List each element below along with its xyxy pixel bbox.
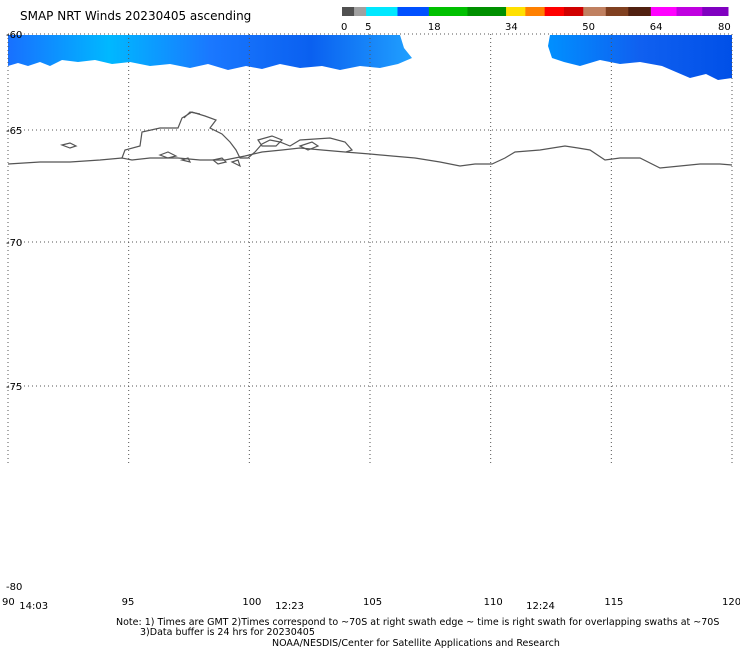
- colorbar-label: 50: [582, 22, 595, 33]
- longitude-label: 110: [484, 597, 503, 608]
- colorbar-label: 80: [718, 22, 731, 33]
- colorbar-swatch: [650, 7, 678, 16]
- credit-line: NOAA/NESDIS/Center for Satellite Applica…: [272, 638, 560, 649]
- wind-swath-right: [548, 35, 732, 80]
- colorbar-label: 64: [650, 22, 663, 33]
- map-title: SMAP NRT Winds 20230405 ascending: [20, 9, 251, 23]
- colorbar-label: 5: [365, 22, 371, 33]
- colorbar-label: 34: [505, 22, 518, 33]
- latitude-label: -75: [6, 382, 22, 393]
- latitude-label: -60: [6, 30, 22, 41]
- longitude-labels: 90 95 100 105 110 115 120: [2, 597, 740, 608]
- longitude-label: 95: [122, 597, 135, 608]
- colorbar-swatch: [628, 7, 652, 16]
- longitude-label: 105: [363, 597, 382, 608]
- wind-swath-left: [8, 35, 412, 70]
- longitude-label: 115: [604, 597, 623, 608]
- swath-time-label: 12:24: [526, 601, 555, 612]
- note-line-1: Note: 1) Times are GMT 2)Times correspon…: [116, 617, 719, 628]
- graticule: [7, 33, 733, 466]
- colorbar-swatch: [702, 7, 729, 16]
- note-line-2: 3)Data buffer is 24 hrs for 20230405: [140, 627, 315, 638]
- colorbar-label: 0: [341, 22, 347, 33]
- latitude-label: -65: [6, 126, 22, 137]
- antarctic-coastline: [7, 111, 733, 169]
- swath-time-label: 12:23: [275, 601, 304, 612]
- colorbar-swatch: [467, 7, 507, 16]
- colorbar-swatch: [342, 7, 355, 16]
- colorbar-swatch: [506, 7, 526, 16]
- latitude-labels: -60 -65 -70 -75 -80: [6, 30, 22, 593]
- swath-time-labels: 14:03 12:23 12:24: [19, 601, 555, 612]
- colorbar-swatch: [366, 7, 398, 16]
- colorbar-swatch: [525, 7, 546, 16]
- colorbar-label: 18: [428, 22, 441, 33]
- longitude-label: 100: [242, 597, 261, 608]
- swath-time-label: 14:03: [19, 601, 48, 612]
- colorbar-swatch: [676, 7, 703, 16]
- wind-speed-colorbar: [342, 7, 729, 16]
- longitude-label: 120: [722, 597, 740, 608]
- colorbar-labels: 0 5 18 34 50 64 80: [341, 22, 731, 33]
- colorbar-swatch: [397, 7, 430, 16]
- latitude-label: -80: [6, 582, 22, 593]
- colorbar-swatch: [563, 7, 584, 16]
- colorbar-swatch: [544, 7, 565, 16]
- longitude-label: 90: [2, 597, 15, 608]
- colorbar-swatch: [354, 7, 367, 16]
- latitude-label: -70: [6, 238, 22, 249]
- colorbar-swatch: [605, 7, 629, 16]
- colorbar-swatch: [583, 7, 607, 16]
- colorbar-swatch: [428, 7, 468, 16]
